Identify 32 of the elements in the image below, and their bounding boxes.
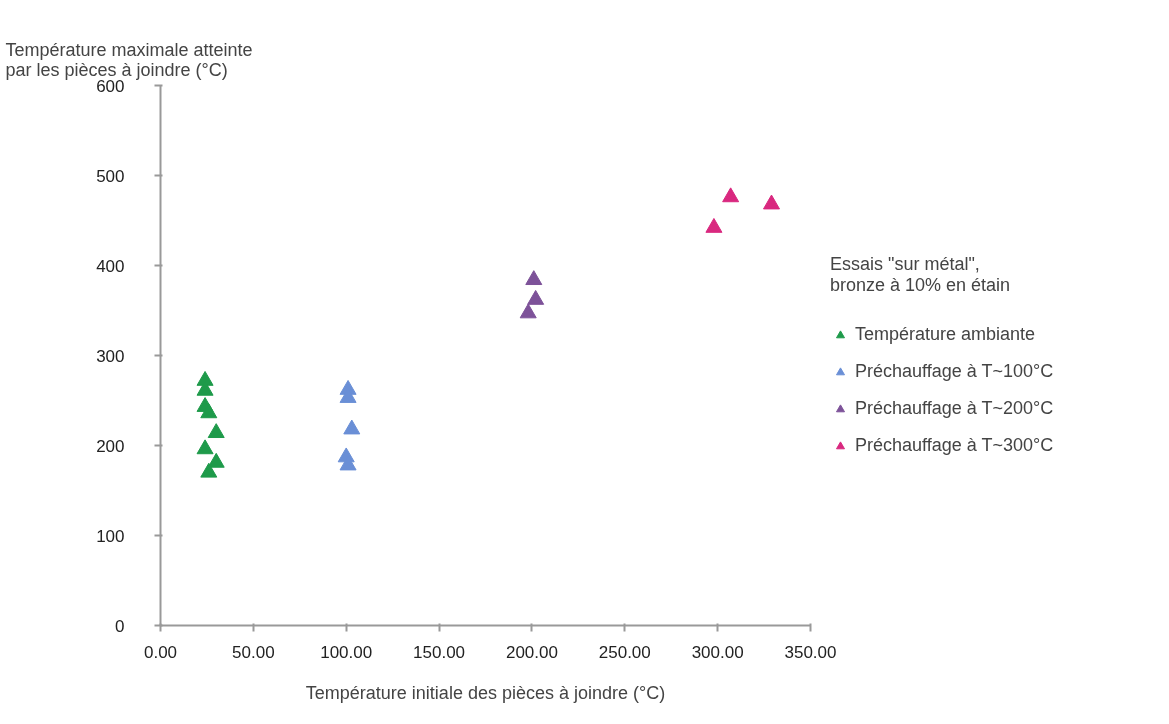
point <box>722 187 740 203</box>
x-tick-label: 300.00 <box>691 642 744 662</box>
point <box>763 194 780 210</box>
point <box>200 403 218 419</box>
y-tick-label: 0 <box>115 616 125 636</box>
y-tick-label: 200 <box>96 436 125 456</box>
y-tick-label: 100 <box>96 526 125 546</box>
x-axis-title: Température initiale des pièces à joindre (°C) <box>305 682 666 703</box>
y-tick-label: 300 <box>96 346 125 366</box>
y-tick-label: 500 <box>96 166 125 186</box>
point <box>525 270 543 286</box>
x-tick-label: 150.00 <box>413 642 466 662</box>
x-tick-label: 50.00 <box>232 642 275 662</box>
x-tick-label: 350.00 <box>784 642 837 662</box>
legend-label: Préchauffage à T~200°C <box>855 398 1054 419</box>
point <box>343 419 361 435</box>
x-tick-label: 0.00 <box>143 642 178 662</box>
y-tick-label: 400 <box>96 256 125 276</box>
point <box>527 289 545 305</box>
legend-label: Préchauffage à T~100°C <box>855 361 1054 382</box>
legend-label: Température ambiante <box>855 324 1036 345</box>
legend-label: Préchauffage à T~300°C <box>855 435 1054 456</box>
legend-title: Essais "sur métal", bronze à 10% en étain <box>830 254 1012 296</box>
point <box>519 303 537 319</box>
x-tick-label: 100.00 <box>320 642 373 662</box>
point <box>207 423 225 439</box>
x-tick-label: 200.00 <box>505 642 558 662</box>
point <box>200 462 218 478</box>
x-tick-label: 250.00 <box>598 642 651 662</box>
point <box>207 452 225 468</box>
point <box>705 217 723 233</box>
point <box>196 439 214 455</box>
